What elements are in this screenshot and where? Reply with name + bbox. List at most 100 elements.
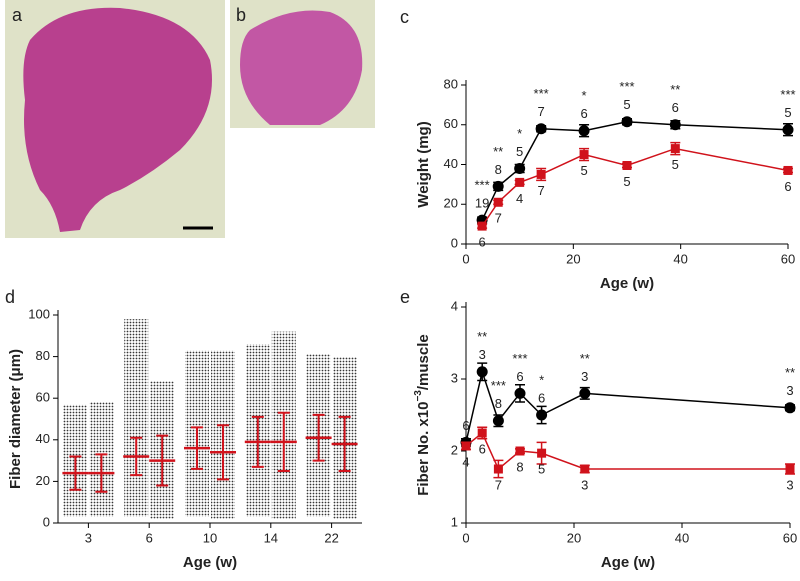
n-label: 7 xyxy=(538,104,545,119)
point xyxy=(493,464,503,474)
y-axis-label-part: −3 xyxy=(413,390,424,402)
x-tick-label: 20 xyxy=(567,530,581,545)
n-label: 5 xyxy=(538,462,545,477)
n-label: 3 xyxy=(786,383,793,398)
point xyxy=(783,165,793,175)
y-tick-label: 60 xyxy=(36,390,50,405)
x-tick-label: 3 xyxy=(85,530,92,545)
y-tick-label: 40 xyxy=(444,156,458,171)
n-label: 6 xyxy=(784,179,791,194)
n-label: 8 xyxy=(495,162,502,177)
n-label: 6 xyxy=(672,100,679,115)
n-label: 6 xyxy=(479,441,486,456)
y-tick-label: 60 xyxy=(444,116,458,131)
point xyxy=(782,124,794,136)
significance-label: ** xyxy=(580,351,590,366)
point xyxy=(669,119,681,131)
significance-label: * xyxy=(517,126,522,141)
x-axis-label: Age (w) xyxy=(183,554,237,571)
x-tick-label: 14 xyxy=(264,530,278,545)
x-tick-label: 0 xyxy=(462,251,469,266)
significance-label: ** xyxy=(785,365,795,380)
x-tick-label: 60 xyxy=(783,530,797,545)
n-label: 5 xyxy=(623,174,630,189)
y-tick-label: 100 xyxy=(28,306,50,321)
dot-strip xyxy=(124,319,149,517)
x-tick-label: 20 xyxy=(566,251,580,266)
y-tick-label: 0 xyxy=(451,235,458,250)
point xyxy=(578,125,590,137)
image-a xyxy=(5,0,225,238)
y-tick-label: 3 xyxy=(451,370,458,385)
point xyxy=(493,197,503,207)
point xyxy=(515,446,525,456)
y-axis-label: Fiber diameter (μm) xyxy=(7,349,24,489)
series-line xyxy=(465,431,790,471)
y-tick-label: 20 xyxy=(36,473,50,488)
x-tick-label: 6 xyxy=(146,530,153,545)
y-tick-label: 20 xyxy=(444,196,458,211)
n-label: 6 xyxy=(538,390,545,405)
point xyxy=(579,150,589,160)
y-tick-label: 80 xyxy=(444,76,458,91)
n-label: 6 xyxy=(462,418,469,433)
point xyxy=(492,180,504,192)
n-label: 6 xyxy=(478,235,485,250)
significance-label: * xyxy=(539,372,544,387)
point xyxy=(514,162,526,174)
n-label: 8 xyxy=(516,459,523,474)
n-label: 3 xyxy=(786,477,793,492)
x-tick-label: 40 xyxy=(675,530,689,545)
x-axis-label: Age (w) xyxy=(601,554,655,571)
n-label: 5 xyxy=(784,105,791,120)
point xyxy=(537,448,547,458)
n-label: 5 xyxy=(516,144,523,159)
y-tick-label: 80 xyxy=(36,348,50,363)
point xyxy=(579,387,591,399)
y-tick-label: 0 xyxy=(43,514,50,529)
series-line xyxy=(481,121,789,221)
n-label: 4 xyxy=(516,191,523,206)
significance-label: ** xyxy=(670,82,680,97)
n-label: 6 xyxy=(580,106,587,121)
point xyxy=(535,123,547,135)
point xyxy=(515,177,525,187)
panel-label: d xyxy=(5,287,15,307)
x-tick-label: 60 xyxy=(781,251,795,266)
panel-label: c xyxy=(400,7,409,27)
y-tick-label: 1 xyxy=(451,514,458,529)
x-tick-label: 40 xyxy=(673,251,687,266)
x-tick-label: 0 xyxy=(462,530,469,545)
n-label: 5 xyxy=(580,163,587,178)
point xyxy=(622,160,632,170)
point xyxy=(785,464,795,474)
n-label: 7 xyxy=(495,477,502,492)
y-axis-label-part: /muscle xyxy=(415,334,432,390)
n-label: 7 xyxy=(495,211,502,226)
x-tick-label: 10 xyxy=(203,530,217,545)
significance-label: ** xyxy=(477,329,487,344)
point xyxy=(621,116,633,128)
image-b xyxy=(230,0,375,128)
n-label: 6 xyxy=(516,369,523,384)
series-line xyxy=(465,369,791,443)
point xyxy=(514,387,526,399)
point xyxy=(492,415,504,427)
point xyxy=(536,409,548,421)
point xyxy=(670,144,680,154)
y-tick-label: 40 xyxy=(36,431,50,446)
y-axis-label: Weight (mg) xyxy=(415,121,432,207)
significance-label: *** xyxy=(780,87,795,102)
y-tick-label: 2 xyxy=(451,442,458,457)
n-label: 3 xyxy=(581,477,588,492)
x-axis-label: Age (w) xyxy=(600,275,654,292)
panel-label: e xyxy=(400,287,410,307)
point xyxy=(477,221,487,231)
significance-label: * xyxy=(582,88,587,103)
n-label: 4 xyxy=(462,454,469,469)
point xyxy=(461,441,471,451)
n-label: 8 xyxy=(495,396,502,411)
y-axis-label-part: Fiber No. x10 xyxy=(415,402,432,496)
n-label: 19 xyxy=(475,196,489,211)
